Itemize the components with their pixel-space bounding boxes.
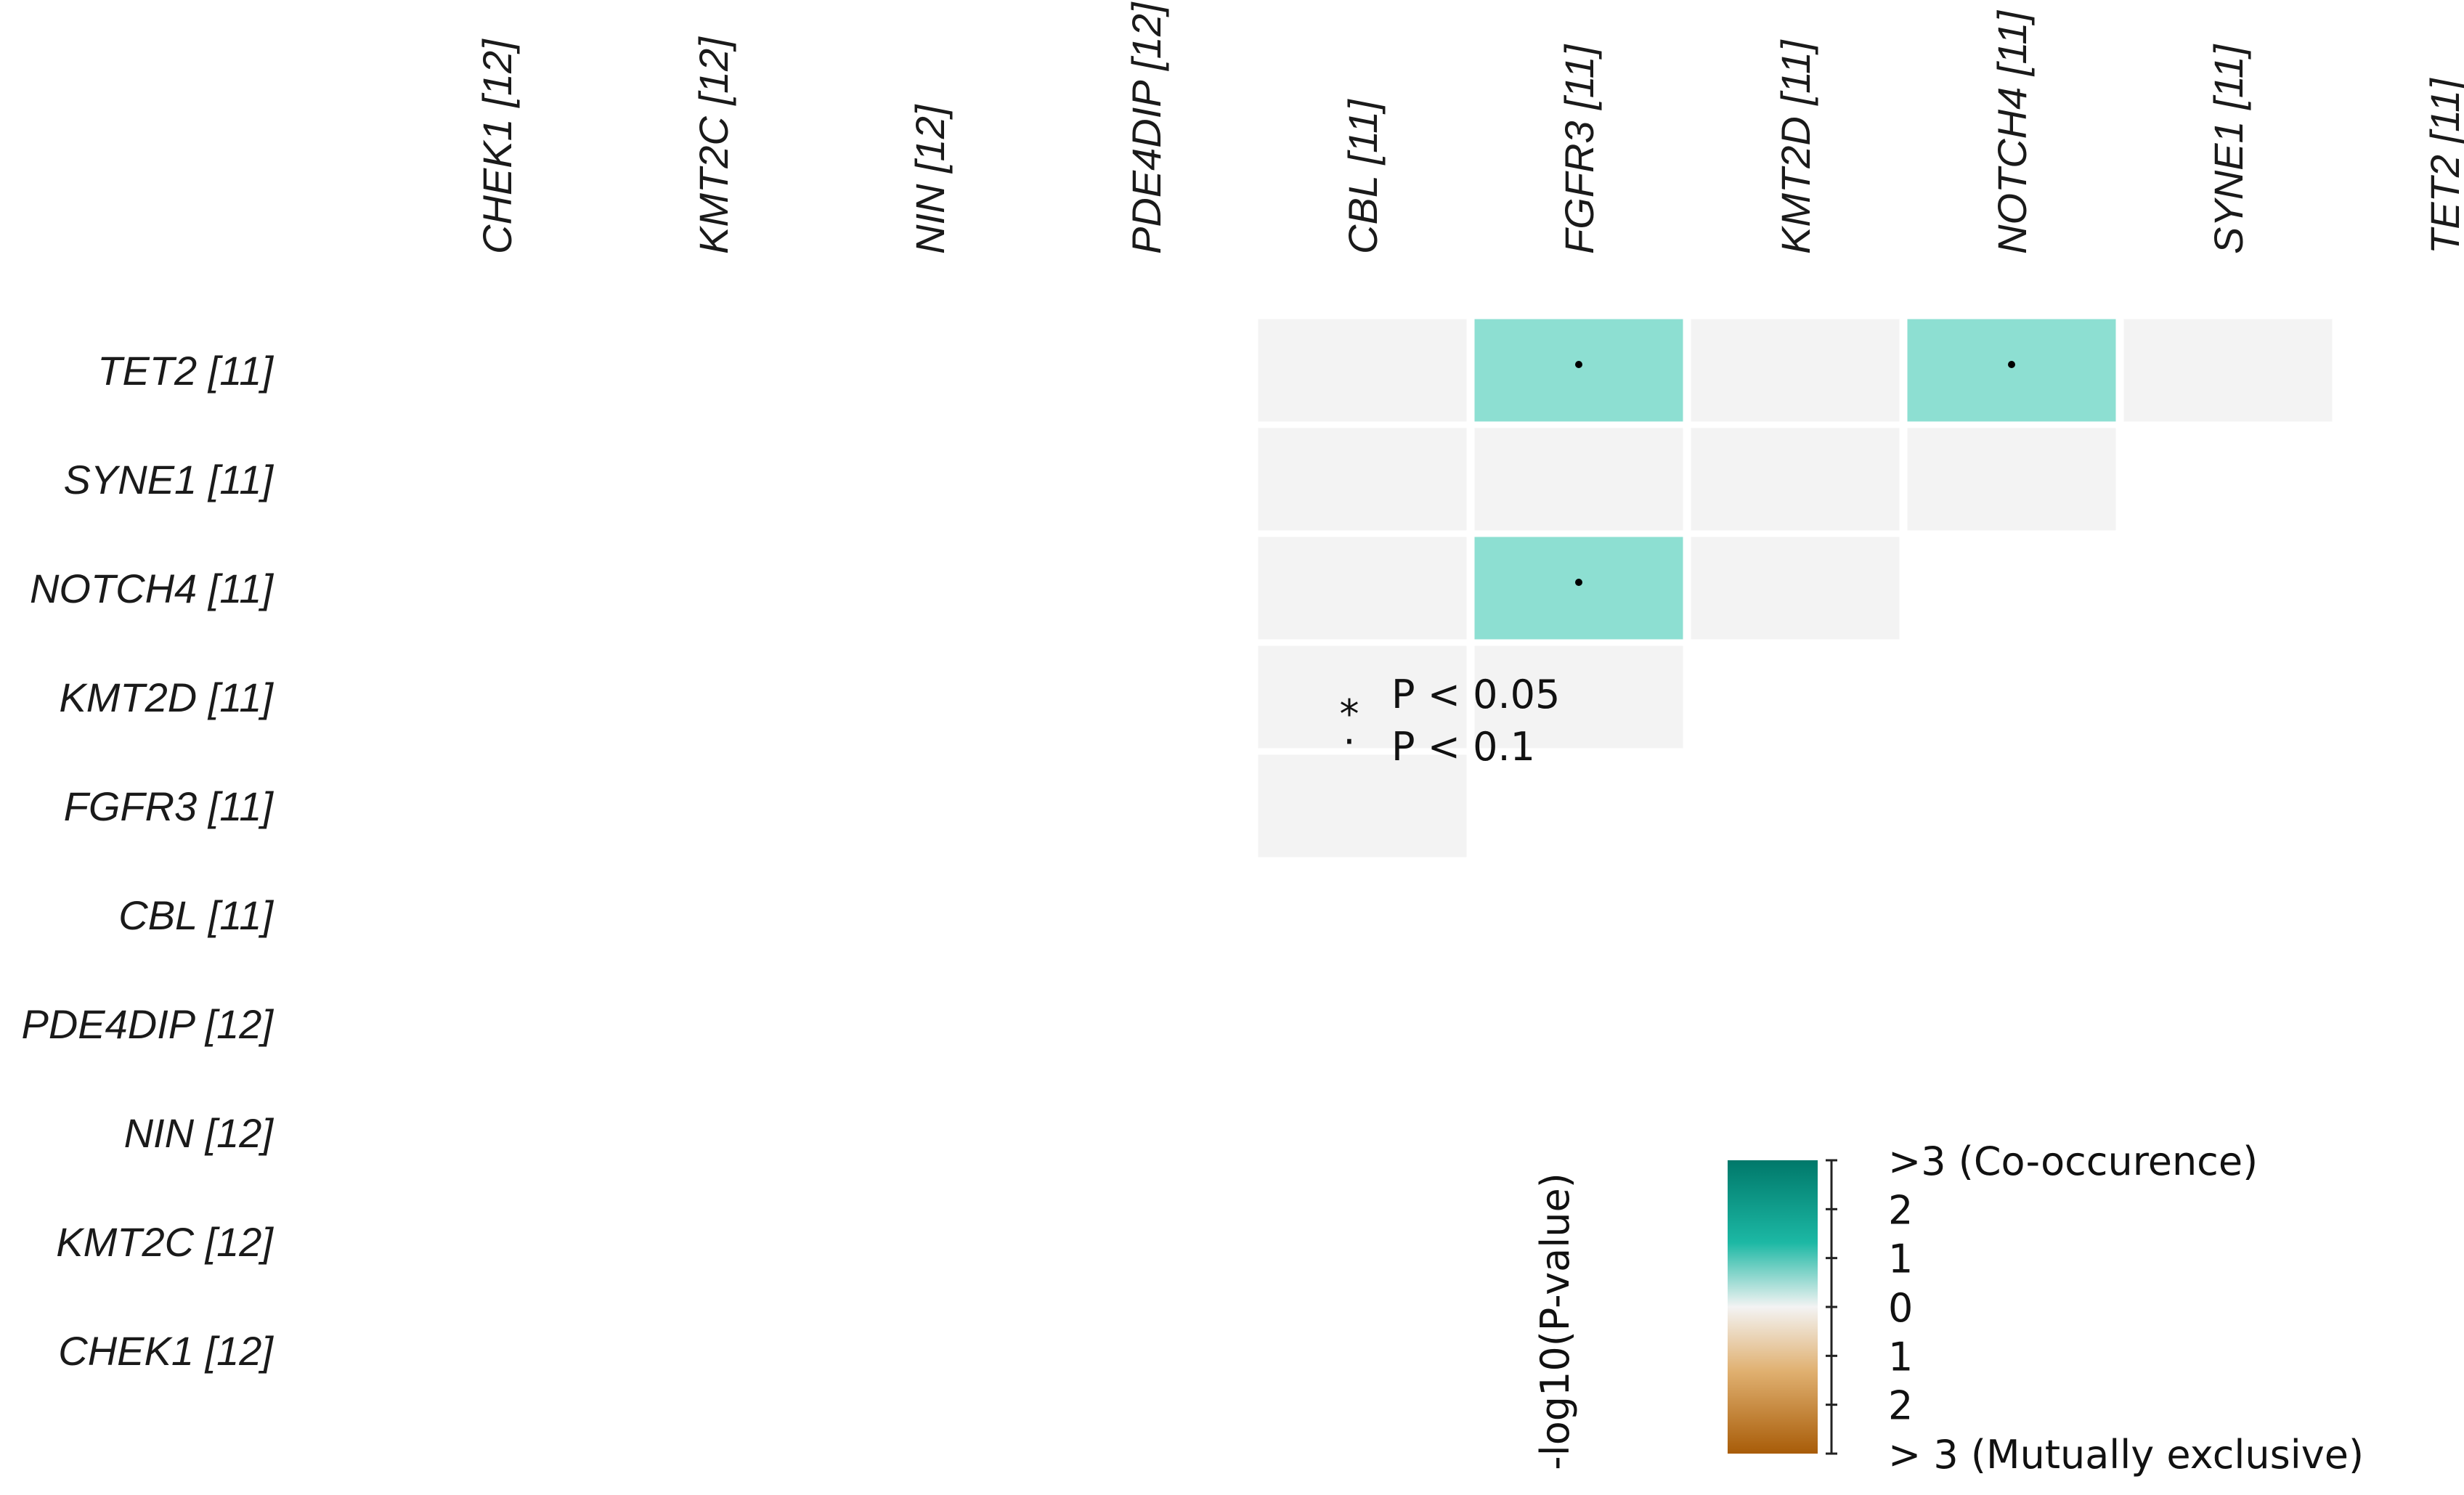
col-label-notch4: NOTCH4 [11] [1989, 10, 2035, 254]
sig-mark-tet2-notch4 [2008, 361, 2015, 368]
column-labels: CHEK1 [12] KMT2C [12] NIN [12] PDE4DIP [12]… [474, 1, 2464, 254]
cell-syne1-cbl [1254, 424, 1471, 534]
cell-tet2-fgfr3 [1471, 315, 1687, 425]
significance-legend: * P < 0.05 · P < 0.1 [1340, 672, 1561, 770]
colorbar-label: 2 [1888, 1383, 1913, 1429]
colorbar-legend: -log10(P-value) >3 (Co-occurence)21012> … [1532, 1138, 2364, 1478]
colorbar-label: 1 [1888, 1334, 1913, 1380]
colorbar-title: -log10(P-value) [1532, 1173, 1578, 1470]
sig-legend-label-p005: P < 0.05 [1391, 672, 1560, 717]
colorbar-label: >3 (Co-occurence) [1888, 1138, 2258, 1184]
cell-notch4-fgfr3 [1471, 533, 1687, 643]
row-label-tet2: TET2 [11] [97, 348, 274, 394]
sig-legend-dot-symbol: · [1343, 719, 1355, 765]
row-label-notch4: NOTCH4 [11] [30, 566, 274, 611]
cell-tet2-syne1 [2120, 315, 2336, 425]
cell-fgfr3-cbl [1254, 751, 1471, 861]
cell-tet2-kmt2d [1687, 315, 1903, 425]
col-label-kmt2d: KMT2D [11] [1773, 39, 1818, 254]
col-label-chek1: CHEK1 [12] [474, 38, 520, 254]
col-label-syne1: SYNE1 [11] [2205, 44, 2251, 254]
colorbar-label: 2 [1888, 1187, 1913, 1233]
row-label-syne1: SYNE1 [11] [64, 457, 275, 502]
col-label-cbl: CBL [11] [1340, 99, 1386, 254]
col-label-fgfr3: FGFR3 [11] [1556, 44, 1602, 254]
col-label-nin: NIN [12] [907, 104, 953, 254]
col-label-pde4dip: PDE4DIP [12] [1123, 1, 1169, 254]
colorbar-label: > 3 (Mutually exclusive) [1888, 1432, 2364, 1478]
colorbar-gradient [1728, 1160, 1818, 1454]
cell-tet2-cbl [1254, 315, 1471, 425]
cell-syne1-kmt2d [1687, 424, 1903, 534]
colorbar-label: 1 [1888, 1237, 1913, 1282]
col-label-kmt2c: KMT2C [12] [691, 36, 736, 254]
sig-mark-tet2-fgfr3 [1575, 361, 1582, 368]
row-label-chek1: CHEK1 [12] [58, 1328, 274, 1374]
cell-syne1-notch4 [1903, 424, 2120, 534]
row-label-pde4dip: PDE4DIP [12] [21, 1001, 274, 1047]
cell-tet2-notch4 [1903, 315, 2120, 425]
row-label-kmt2d: KMT2D [11] [59, 675, 274, 720]
colorbar-ticks [1826, 1159, 1837, 1455]
sig-legend-label-p01: P < 0.1 [1391, 724, 1535, 770]
colorbar-label: 0 [1888, 1285, 1913, 1331]
cell-syne1-fgfr3 [1471, 424, 1687, 534]
row-label-cbl: CBL [11] [118, 892, 274, 938]
row-label-nin: NIN [12] [124, 1110, 275, 1156]
cell-notch4-kmt2d [1687, 533, 1903, 643]
row-label-kmt2c: KMT2C [12] [56, 1219, 274, 1265]
sig-legend-star-symbol: * [1340, 691, 1359, 737]
cell-notch4-cbl [1254, 533, 1471, 643]
heatmap-cells [1254, 315, 2336, 861]
row-labels: TET2 [11] SYNE1 [11] NOTCH4 [11] KMT2D [11]… [21, 348, 274, 1374]
sig-mark-notch4-fgfr3 [1575, 579, 1582, 586]
row-label-fgfr3: FGFR3 [11] [64, 783, 275, 829]
col-label-tet2: TET2 [11] [2422, 78, 2464, 254]
cell-kmt2d-fgfr3 [1471, 642, 1687, 752]
cell-kmt2d-cbl [1254, 642, 1471, 752]
